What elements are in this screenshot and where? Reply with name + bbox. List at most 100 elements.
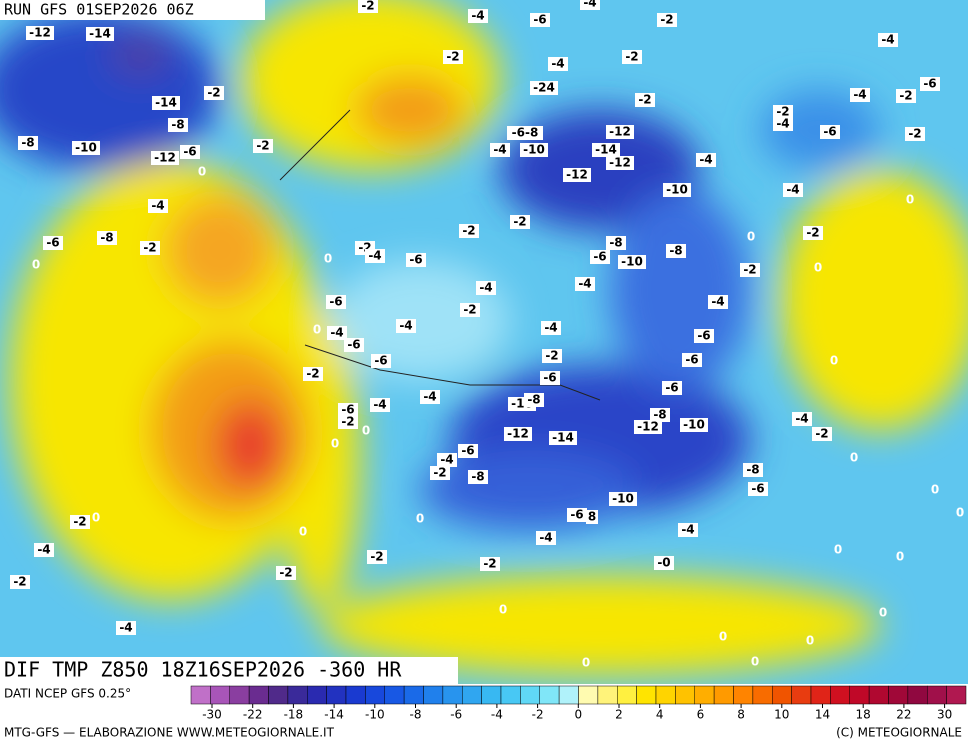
contour-label: -4	[699, 153, 712, 167]
colorbar-swatch	[403, 685, 424, 705]
contour-label: -2	[370, 550, 383, 564]
contour-label: -2	[743, 263, 756, 277]
contour-label: -14	[595, 143, 617, 157]
contour-label: 0	[499, 603, 507, 617]
colorbar-swatch	[888, 685, 909, 705]
contour-label: -8	[653, 408, 666, 422]
colorbar-swatch	[830, 685, 850, 705]
contour-label-box	[783, 183, 803, 197]
colorbar-swatch	[617, 685, 637, 705]
colorbar-swatch	[907, 685, 928, 705]
contour-label: 0	[956, 506, 964, 520]
contour-label: -4	[399, 319, 412, 333]
contour-label: -2	[433, 466, 446, 480]
colorbar-swatch	[210, 685, 230, 705]
contour-label: -2	[207, 86, 220, 100]
contour-label-box	[896, 89, 916, 103]
contour-label: -4	[151, 199, 164, 213]
contour-label: -4	[373, 398, 386, 412]
contour-label-box	[152, 96, 180, 110]
contour-label-box	[820, 125, 840, 139]
contour-label-box	[748, 482, 768, 496]
contour-label-box	[618, 255, 646, 269]
contour-label: -12	[154, 151, 176, 165]
contour-label-box	[654, 556, 674, 570]
contour-label: -4	[551, 57, 564, 71]
contour-label: -12	[29, 26, 51, 40]
colorbar-swatch	[597, 685, 618, 705]
contour-label-box	[682, 353, 702, 367]
contour-label: -10	[75, 141, 97, 155]
contour-label-box	[524, 393, 544, 407]
contour-label-box	[468, 9, 488, 23]
contour-label-box	[458, 444, 478, 458]
contour-label-box	[622, 50, 642, 64]
contour-label: 0	[747, 230, 755, 244]
contour-label-box	[151, 151, 179, 165]
contour-label: -2	[462, 224, 475, 238]
contour-label: 0	[313, 323, 321, 337]
contour-label: -0	[657, 556, 670, 570]
colorbar-tick-label: -30	[202, 708, 222, 722]
contour-label-box	[905, 127, 925, 141]
colorbar-tick-label: 2	[615, 708, 623, 722]
contour-label: 0	[324, 252, 332, 266]
contour-label: -6	[685, 353, 698, 367]
contour-label: -6	[923, 77, 936, 91]
contour-label: -6	[665, 381, 678, 395]
contour-label: -12	[609, 156, 631, 170]
contour-label-box	[204, 86, 224, 100]
colorbar-swatch	[927, 685, 947, 705]
contour-label: 0	[92, 511, 100, 525]
contour-label: -4	[795, 412, 808, 426]
colorbar-tick-label: -4	[491, 708, 503, 722]
colorbar-swatch	[190, 685, 211, 705]
contour-label-box	[168, 118, 188, 132]
colorbar-tick-label: 22	[896, 708, 911, 722]
colorbar-swatch	[307, 685, 327, 705]
colorbar-swatch	[384, 685, 405, 705]
contour-label: -6	[409, 253, 422, 267]
contour-label-box	[406, 253, 426, 267]
colorbar-tick-label: 4	[656, 708, 664, 722]
contour-label: -10	[683, 418, 705, 432]
contour-label: -4	[330, 326, 343, 340]
source: DATI NCEP GFS 0.25°	[4, 687, 131, 701]
contour-label-box	[606, 125, 634, 139]
contour-label: -2	[513, 215, 526, 229]
contour-label: -4	[440, 453, 453, 467]
contour-label: -4	[539, 531, 552, 545]
colorbar-swatch	[733, 685, 754, 705]
contour-label: -2	[483, 557, 496, 571]
contour-label: -4	[423, 390, 436, 404]
contour-label: 0	[582, 656, 590, 670]
contour-label: 0	[198, 165, 206, 179]
contour-label: -8	[171, 118, 184, 132]
colorbar-swatch	[539, 685, 560, 705]
contour-label: 0	[879, 606, 887, 620]
contour-label: -8	[527, 393, 540, 407]
contour-label-box	[10, 575, 30, 589]
contour-label-box	[504, 427, 532, 441]
contour-label: -8	[21, 136, 34, 150]
colorbar-swatch	[345, 685, 366, 705]
contour-label-box	[666, 244, 686, 258]
colorbar-tick-label: -18	[284, 708, 304, 722]
contour-label-box	[549, 431, 577, 445]
contour-label-box	[792, 412, 812, 426]
contour-label-box	[803, 226, 823, 240]
contour-label-box	[327, 326, 347, 340]
contour-label-box	[542, 349, 562, 363]
contour-label-box	[708, 295, 728, 309]
colorbar-swatch	[578, 685, 599, 705]
contour-label-box	[437, 453, 457, 467]
colorbar-swatch	[791, 685, 812, 705]
contour-label-box	[338, 403, 358, 417]
contour-label: -2	[806, 226, 819, 240]
contour-label-box	[662, 381, 682, 395]
contour-label-box	[773, 117, 793, 131]
colorbar-tick-label: 30	[937, 708, 952, 722]
contour-label: -2	[638, 93, 651, 107]
contour-label: -10	[666, 183, 688, 197]
